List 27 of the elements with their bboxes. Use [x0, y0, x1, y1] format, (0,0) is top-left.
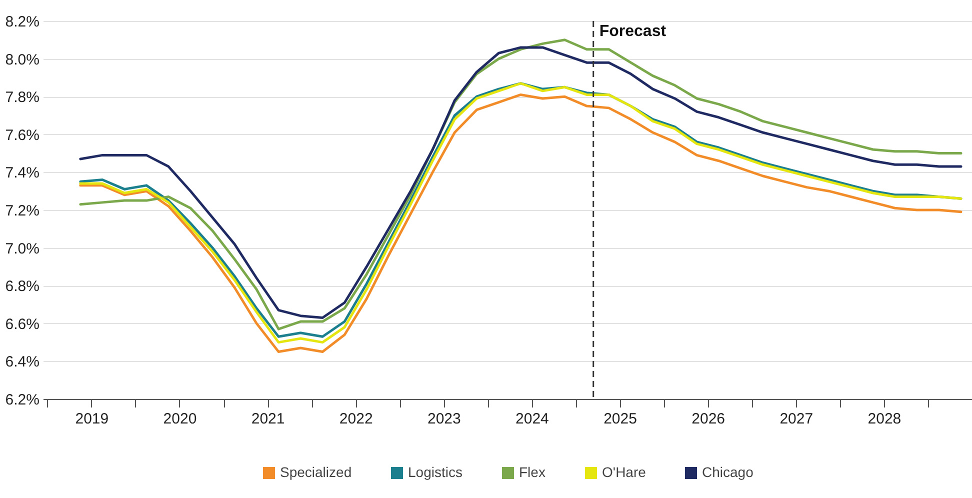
y-tick-label: 8.2% [5, 14, 40, 30]
x-tick-label: 2021 [251, 410, 285, 428]
y-tick-label: 7.6% [5, 126, 40, 144]
x-tick-label: 2026 [692, 410, 726, 428]
x-tick-label: 2024 [516, 410, 549, 428]
x-tick-label: 2027 [780, 410, 814, 428]
legend-label: Chicago [702, 464, 754, 480]
legend-label: O'Hare [602, 464, 646, 480]
x-tick-label: 2023 [427, 410, 461, 428]
legend-label: Specialized [280, 464, 352, 480]
x-tick-label: 2028 [868, 410, 902, 428]
y-tick-label: 6.8% [5, 278, 40, 296]
x-tick-label: 2019 [75, 410, 109, 428]
ref-line-label: Forecast [599, 23, 667, 40]
x-tick-label: 2020 [163, 410, 197, 428]
legend-label: Flex [519, 464, 546, 480]
y-tick-label: 7.0% [5, 240, 40, 258]
y-tick-label: 7.4% [5, 164, 40, 182]
y-tick-label: 7.8% [5, 89, 40, 106]
y-tick-label: 6.2% [5, 392, 40, 408]
x-tick-label: 2022 [339, 410, 373, 428]
legend-label: Logistics [408, 464, 462, 480]
y-tick-label: 6.6% [5, 316, 40, 333]
y-tick-label: 8.0% [5, 51, 40, 68]
y-tick-label: 7.2% [5, 202, 40, 220]
y-tick-label: 6.4% [5, 354, 40, 371]
x-tick-label: 2025 [604, 410, 637, 428]
